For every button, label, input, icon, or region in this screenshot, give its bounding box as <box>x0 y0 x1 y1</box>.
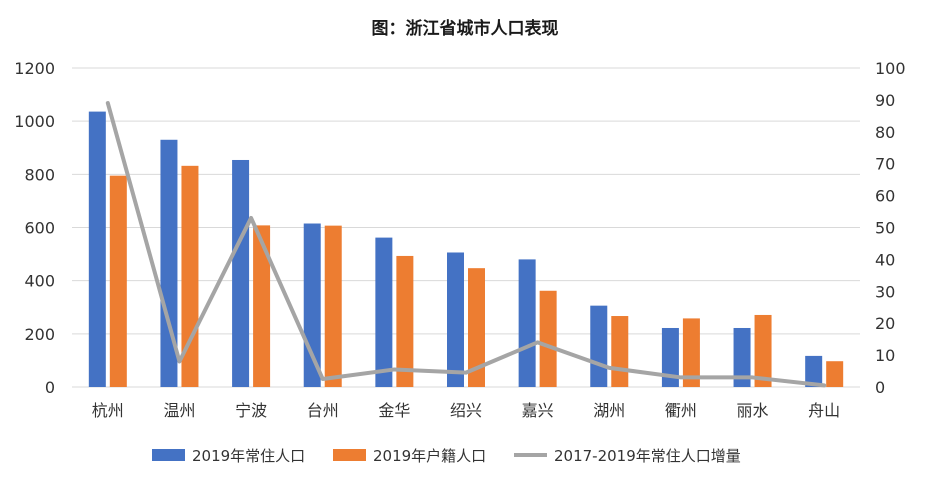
right-tick-label: 50 <box>875 219 895 238</box>
category-label: 温州 <box>163 401 195 420</box>
bar-registered-population <box>396 255 414 387</box>
bar-resident-population <box>661 327 679 387</box>
right-tick-label: 40 <box>875 250 895 269</box>
legend-swatch <box>333 449 366 461</box>
category-label: 衢州 <box>665 401 697 420</box>
bar-resident-population <box>375 237 393 387</box>
left-tick-label: 800 <box>24 165 55 184</box>
category-label: 丽水 <box>737 401 769 420</box>
bars <box>88 111 844 387</box>
bar-resident-population <box>160 139 178 387</box>
right-tick-label: 10 <box>875 346 895 365</box>
category-label: 宁波 <box>235 401 267 420</box>
line-population-increment <box>105 101 827 388</box>
left-tick-label: 600 <box>24 219 55 238</box>
right-tick-label: 70 <box>875 155 895 174</box>
category-labels: 杭州 温州 宁波 台州 金华 绍兴 嘉兴 湖州 衢州 丽水 舟山 <box>92 401 840 420</box>
right-tick-label: 80 <box>875 123 895 142</box>
bar-resident-population <box>303 223 321 387</box>
right-axis-ticks: 0 10 20 30 40 50 60 70 80 90 100 <box>875 59 906 397</box>
right-tick-label: 60 <box>875 187 895 206</box>
bar-registered-population <box>754 314 772 387</box>
chart-title: 图：浙江省城市人口表现 <box>372 18 559 39</box>
left-tick-label: 200 <box>24 325 55 344</box>
bar-resident-population <box>447 252 464 387</box>
bar-resident-population <box>232 159 250 387</box>
bar-resident-population <box>518 259 536 387</box>
legend-label: 2019年常住人口 <box>192 447 305 465</box>
bar-resident-population <box>805 355 823 387</box>
bar-registered-population <box>324 225 342 387</box>
category-label: 嘉兴 <box>522 401 554 420</box>
right-tick-label: 0 <box>875 378 885 397</box>
legend-label: 2017-2019年常住人口增量 <box>554 447 741 465</box>
bar-registered-population <box>611 316 629 387</box>
category-label: 金华 <box>378 401 410 420</box>
left-tick-label: 400 <box>24 272 55 291</box>
bar-registered-population <box>109 175 127 387</box>
bar-registered-population <box>826 361 844 387</box>
increment-line <box>105 101 827 388</box>
category-label: 杭州 <box>92 401 124 420</box>
right-tick-label: 90 <box>875 91 895 110</box>
left-axis-ticks: 0 200 400 600 800 1000 1200 <box>14 59 55 397</box>
legend-swatch <box>152 449 185 461</box>
right-tick-label: 20 <box>875 314 895 333</box>
left-tick-label: 0 <box>45 378 55 397</box>
bar-resident-population <box>88 111 106 387</box>
left-tick-label: 1000 <box>14 112 55 131</box>
category-label: 绍兴 <box>450 401 482 420</box>
right-tick-label: 30 <box>875 282 895 301</box>
right-tick-label: 100 <box>875 59 906 78</box>
bar-registered-population <box>253 225 271 387</box>
bar-resident-population <box>733 327 751 387</box>
bar-registered-population <box>539 290 557 387</box>
bar-registered-population <box>468 268 485 387</box>
legend: 2019年常住人口 2019年户籍人口 2017-2019年常住人口增量 <box>152 447 741 465</box>
bar-resident-population <box>590 305 608 387</box>
left-tick-label: 1200 <box>14 59 55 78</box>
gridlines <box>72 67 860 388</box>
category-label: 台州 <box>307 401 339 420</box>
bar-registered-population <box>682 318 700 387</box>
category-label: 舟山 <box>808 401 840 420</box>
category-label: 湖州 <box>593 401 625 420</box>
legend-label: 2019年户籍人口 <box>373 447 486 465</box>
